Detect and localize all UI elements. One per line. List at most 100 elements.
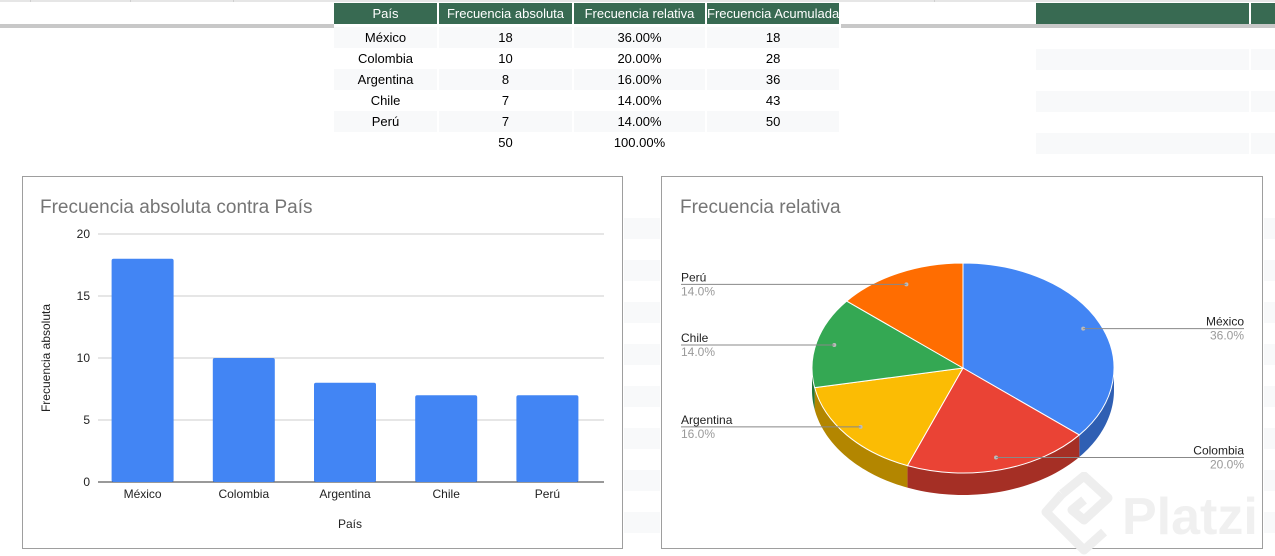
- sheet-row-stripe: [1264, 428, 1275, 449]
- sheet-row-stripe: [624, 470, 660, 491]
- bar-méxico[interactable]: [111, 258, 174, 482]
- cell-absoluta[interactable]: 7: [438, 111, 574, 132]
- sheet-row-stripe: [624, 512, 660, 533]
- sheet-row-stripe: [624, 428, 660, 449]
- sheet-row-stripe: [624, 344, 660, 365]
- pie-label-chile: Chile: [681, 331, 709, 345]
- sheet-row-stripe: [1264, 218, 1275, 239]
- cell-total-acumulada[interactable]: [706, 132, 842, 153]
- pie-slice-colombia[interactable]: [906, 367, 1081, 474]
- cell-acumulada[interactable]: 43: [706, 90, 842, 111]
- pie-side-argentina: [814, 387, 908, 488]
- pie-slice-méxico[interactable]: [962, 262, 1115, 436]
- header-frecuencia-acumulada[interactable]: Frecuencia Acumulada: [706, 3, 842, 24]
- x-tick-label: Colombia: [218, 487, 269, 501]
- y-tick-label: 15: [77, 289, 91, 303]
- table-row: Perú 7 14.00% 50: [334, 111, 842, 132]
- pie-value-label: 20.0%: [1210, 457, 1244, 471]
- cell-acumulada[interactable]: 50: [706, 111, 842, 132]
- x-tick-label: Perú: [535, 487, 560, 501]
- x-tick-label: México: [124, 487, 162, 501]
- table-row: Colombia 10 20.00% 28: [334, 48, 842, 69]
- bar-chart: Frecuencia absoluta contra País 0 5 10 15 20…: [39, 197, 604, 531]
- sheet-row-stripe: [1264, 302, 1275, 323]
- sheet-row-stripe: [1264, 470, 1275, 491]
- cell-pais[interactable]: Colombia: [334, 48, 439, 69]
- sheet-row-stripe: [1251, 49, 1275, 70]
- header-frecuencia-relativa[interactable]: Frecuencia relativa: [573, 3, 707, 24]
- sheet-row-stripe: [624, 260, 660, 281]
- header-band-edge: [1251, 3, 1275, 24]
- sheet-row-stripe: [1251, 133, 1275, 154]
- y-tick-label: 0: [83, 475, 90, 489]
- pie-value-label: 16.0%: [681, 427, 715, 441]
- sheet-row-stripe: [1264, 344, 1275, 365]
- sheet-row-stripe: [1036, 49, 1249, 70]
- sheet-row-stripe: [1251, 91, 1275, 112]
- cell-relativa[interactable]: 14.00%: [573, 111, 707, 132]
- pie-side-méxico: [1079, 368, 1114, 457]
- frequency-table: País Frecuencia absoluta Frecuencia rela…: [334, 3, 842, 153]
- pie-label-colombia: Colombia: [1193, 443, 1244, 457]
- pie-side-colombia: [907, 434, 1080, 495]
- cell-pais[interactable]: México: [334, 27, 439, 48]
- y-tick-label: 20: [77, 227, 91, 241]
- cell-acumulada[interactable]: 28: [706, 48, 842, 69]
- bar-chart-title: Frecuencia absoluta contra País: [40, 197, 313, 218]
- bar-chile[interactable]: [415, 395, 478, 482]
- sheet-row-stripe: [1264, 260, 1275, 281]
- x-axis-label: País: [338, 517, 362, 531]
- pie-label-méxico: México: [1206, 315, 1244, 329]
- cell-absoluta[interactable]: 7: [438, 90, 574, 111]
- pie-slice-argentina[interactable]: [814, 367, 964, 467]
- pie-chart-card[interactable]: Frecuencia relativa México 36.0% Colombia 2…: [661, 176, 1263, 549]
- pie-value-label: 14.0%: [681, 284, 715, 298]
- cell-absoluta[interactable]: 8: [438, 69, 574, 90]
- x-tick-label: Argentina: [319, 487, 371, 501]
- table-row: Chile 7 14.00% 43: [334, 90, 842, 111]
- bar-chart-card[interactable]: Frecuencia absoluta contra País 0 5 10 15 20…: [22, 176, 623, 549]
- pie-value-label: 14.0%: [681, 345, 715, 359]
- cell-absoluta[interactable]: 10: [438, 48, 574, 69]
- platzi-wordmark: Platzi: [1122, 488, 1258, 546]
- pie-leader-dot: [1081, 326, 1086, 331]
- cell-pais[interactable]: Perú: [334, 111, 439, 132]
- pie-slice-chile[interactable]: [811, 300, 965, 389]
- table-row: Argentina 8 16.00% 36: [334, 69, 842, 90]
- pie-chart-title: Frecuencia relativa: [680, 197, 841, 218]
- cell-acumulada[interactable]: 36: [706, 69, 842, 90]
- cell-acumulada[interactable]: 18: [706, 27, 842, 48]
- cell-relativa[interactable]: 14.00%: [573, 90, 707, 111]
- pie-label-argentina: Argentina: [681, 413, 733, 427]
- pie-value-label: 36.0%: [1210, 329, 1244, 343]
- pie-leader-dot: [832, 343, 837, 348]
- y-tick-label: 10: [77, 351, 91, 365]
- cell-total-pais[interactable]: [334, 132, 439, 153]
- platzi-logo-icon: [1041, 472, 1113, 555]
- cell-relativa[interactable]: 36.00%: [573, 27, 707, 48]
- table-header-row: País Frecuencia absoluta Frecuencia rela…: [334, 3, 842, 24]
- sheet-row-stripe: [624, 218, 660, 239]
- header-pais[interactable]: País: [334, 3, 439, 24]
- cell-relativa[interactable]: 20.00%: [573, 48, 707, 69]
- cell-relativa[interactable]: 16.00%: [573, 69, 707, 90]
- header-frecuencia-absoluta[interactable]: Frecuencia absoluta: [438, 3, 574, 24]
- sheet-row-stripe: [1036, 91, 1249, 112]
- sheet-row-stripe: [624, 386, 660, 407]
- table-totals-row: 50 100.00%: [334, 132, 842, 153]
- pie-leader-dot: [904, 282, 909, 287]
- sheet-row-stripe: [1036, 133, 1249, 154]
- cell-total-relativa[interactable]: 100.00%: [573, 132, 707, 153]
- cell-pais[interactable]: Chile: [334, 90, 439, 111]
- cell-total-absoluta[interactable]: 50: [438, 132, 574, 153]
- cell-pais[interactable]: Argentina: [334, 69, 439, 90]
- bar-perú[interactable]: [516, 395, 579, 482]
- x-tick-label: Chile: [433, 487, 461, 501]
- y-axis-label: Frecuencia absoluta: [39, 304, 53, 412]
- bar-colombia[interactable]: [212, 358, 275, 482]
- cell-absoluta[interactable]: 18: [438, 27, 574, 48]
- bar-argentina[interactable]: [314, 382, 376, 482]
- pie-slice-perú[interactable]: [845, 262, 964, 369]
- sheet-row-stripe: [1264, 512, 1275, 533]
